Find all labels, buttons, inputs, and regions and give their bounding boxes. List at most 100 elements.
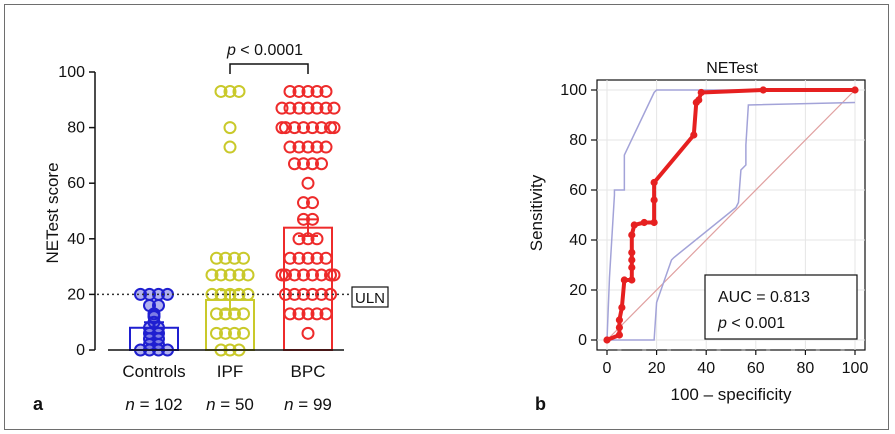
roc-points <box>603 86 859 344</box>
roc-point <box>759 86 767 94</box>
panel-a-data-point <box>275 268 289 282</box>
panel-a-data-point <box>283 251 297 265</box>
panel-a-data-point <box>214 268 228 282</box>
panel-b-x-axis-label: 100 – specificity <box>671 385 792 404</box>
panel-a-data-point <box>214 84 228 98</box>
panel-a-data-point <box>315 268 328 282</box>
roc-point <box>851 86 859 94</box>
panel-a-data-point <box>237 251 250 265</box>
panel-a-data-point <box>301 140 315 154</box>
panel-a-data-point <box>297 196 310 210</box>
panel-a-data-point <box>228 326 241 340</box>
panel-a-data-point <box>319 101 333 115</box>
panel-a-data-point <box>283 140 297 154</box>
panel-b-x-tick-label: 0 <box>603 360 612 377</box>
panel-a-data-point <box>297 157 310 171</box>
panel-a-y-tick-label: 20 <box>67 286 85 303</box>
panel-a-data-point <box>152 299 165 313</box>
panel-a-data-point <box>292 101 306 115</box>
panel-a-data-point <box>297 268 310 282</box>
panel-a-data-point <box>319 84 333 98</box>
panel-b-y-tick-label: 80 <box>569 132 587 149</box>
panel-a-data-point <box>283 84 297 98</box>
roc-point <box>640 218 648 227</box>
panel-a-data-point <box>219 307 232 321</box>
panel-a-data-point <box>275 121 289 135</box>
roc-point <box>695 96 703 104</box>
roc-point <box>628 263 636 272</box>
panel-a-data-point <box>327 101 341 115</box>
panel-a-data-point <box>310 232 324 246</box>
panel-a-chart: 0 20 40 60 80 100 Controls n = 102 IPF n = 50 BPC… <box>33 42 389 414</box>
uln-label-box <box>351 286 389 308</box>
panel-a-error-bars <box>144 218 318 335</box>
panel-a-data-point <box>283 307 297 321</box>
panel-a-data-point <box>306 268 319 282</box>
panel-a-data-point <box>324 121 337 135</box>
panel-a-category-label: IPF <box>217 362 243 381</box>
panel-a-data-point <box>319 307 333 321</box>
roc-point <box>618 303 626 312</box>
panel-a-letter: a <box>33 394 44 414</box>
panel-a-y-tick-label: 60 <box>67 175 85 192</box>
roc-point <box>650 196 658 204</box>
roc-point <box>620 276 628 284</box>
reference-diagonal <box>606 89 856 341</box>
panel-a-data-point <box>279 268 292 282</box>
auc-text: AUC = 0.813 <box>718 289 810 306</box>
panel-a-category-label: BPC <box>291 362 326 381</box>
panel-a-data-point <box>319 140 333 154</box>
uln-label: ULN <box>355 290 385 307</box>
panel-a-data-point <box>306 196 319 210</box>
panel-a-data-point <box>292 307 306 321</box>
panel-a-y-axis-label: NETest score <box>43 162 62 263</box>
panel-b-x-tick-label: 100 <box>842 360 869 377</box>
panel-b-y-tick-label: 0 <box>578 332 587 349</box>
panel-b-x-tick-label: 80 <box>797 360 815 377</box>
panel-a-data-point <box>223 268 237 282</box>
panel-a-data-point <box>306 121 319 135</box>
panel-a-category-label: Controls <box>122 362 185 381</box>
panel-a-data-point <box>219 326 232 340</box>
roc-point <box>697 88 705 97</box>
panel-a-data-point <box>214 287 228 301</box>
roc-point <box>630 221 638 229</box>
panel-a-data-point <box>223 140 237 154</box>
roc-point <box>628 256 636 264</box>
panel-a-data-point <box>241 268 255 282</box>
roc-point <box>690 131 698 139</box>
panel-a-data-point <box>228 251 241 265</box>
panel-a-data-point <box>275 101 289 115</box>
panel-a-y-tick-label: 40 <box>67 231 85 248</box>
panel-a-data-point <box>327 121 341 135</box>
panel-b-y-tick-label: 100 <box>560 82 587 99</box>
panel-a-data-point <box>292 84 306 98</box>
panel-a-data-point <box>306 157 319 171</box>
panel-a-data-point <box>319 251 333 265</box>
panel-a-data-point <box>292 140 306 154</box>
panel-a-data-point <box>283 101 297 115</box>
ci-lower-curve <box>607 101 856 341</box>
panel-a-data-point <box>223 84 237 98</box>
roc-point <box>628 231 636 239</box>
panel-a-data-point <box>327 268 341 282</box>
panel-b-y-tick-label: 60 <box>569 182 587 199</box>
roc-point <box>628 276 636 284</box>
panel-a-data-point <box>310 251 324 265</box>
panel-a-data-point <box>288 268 301 282</box>
panel-a-y-tick-label: 80 <box>67 120 85 137</box>
auc-box <box>704 274 858 340</box>
panel-b-plot-area <box>596 79 866 351</box>
panel-a-data-point <box>310 101 324 115</box>
panel-a-data-point <box>232 268 246 282</box>
panel-a-data-point <box>288 157 301 171</box>
panel-a-data-point <box>301 176 315 190</box>
panel-a-data-point <box>219 251 232 265</box>
panel-a-data-point <box>310 307 324 321</box>
panel-a-data-point <box>292 232 306 246</box>
panel-a-n-label: n = 99 <box>284 395 332 414</box>
panel-a-data-point <box>205 268 219 282</box>
panel-a-data-point <box>301 101 315 115</box>
panel-b-x-tick-label: 20 <box>648 360 666 377</box>
